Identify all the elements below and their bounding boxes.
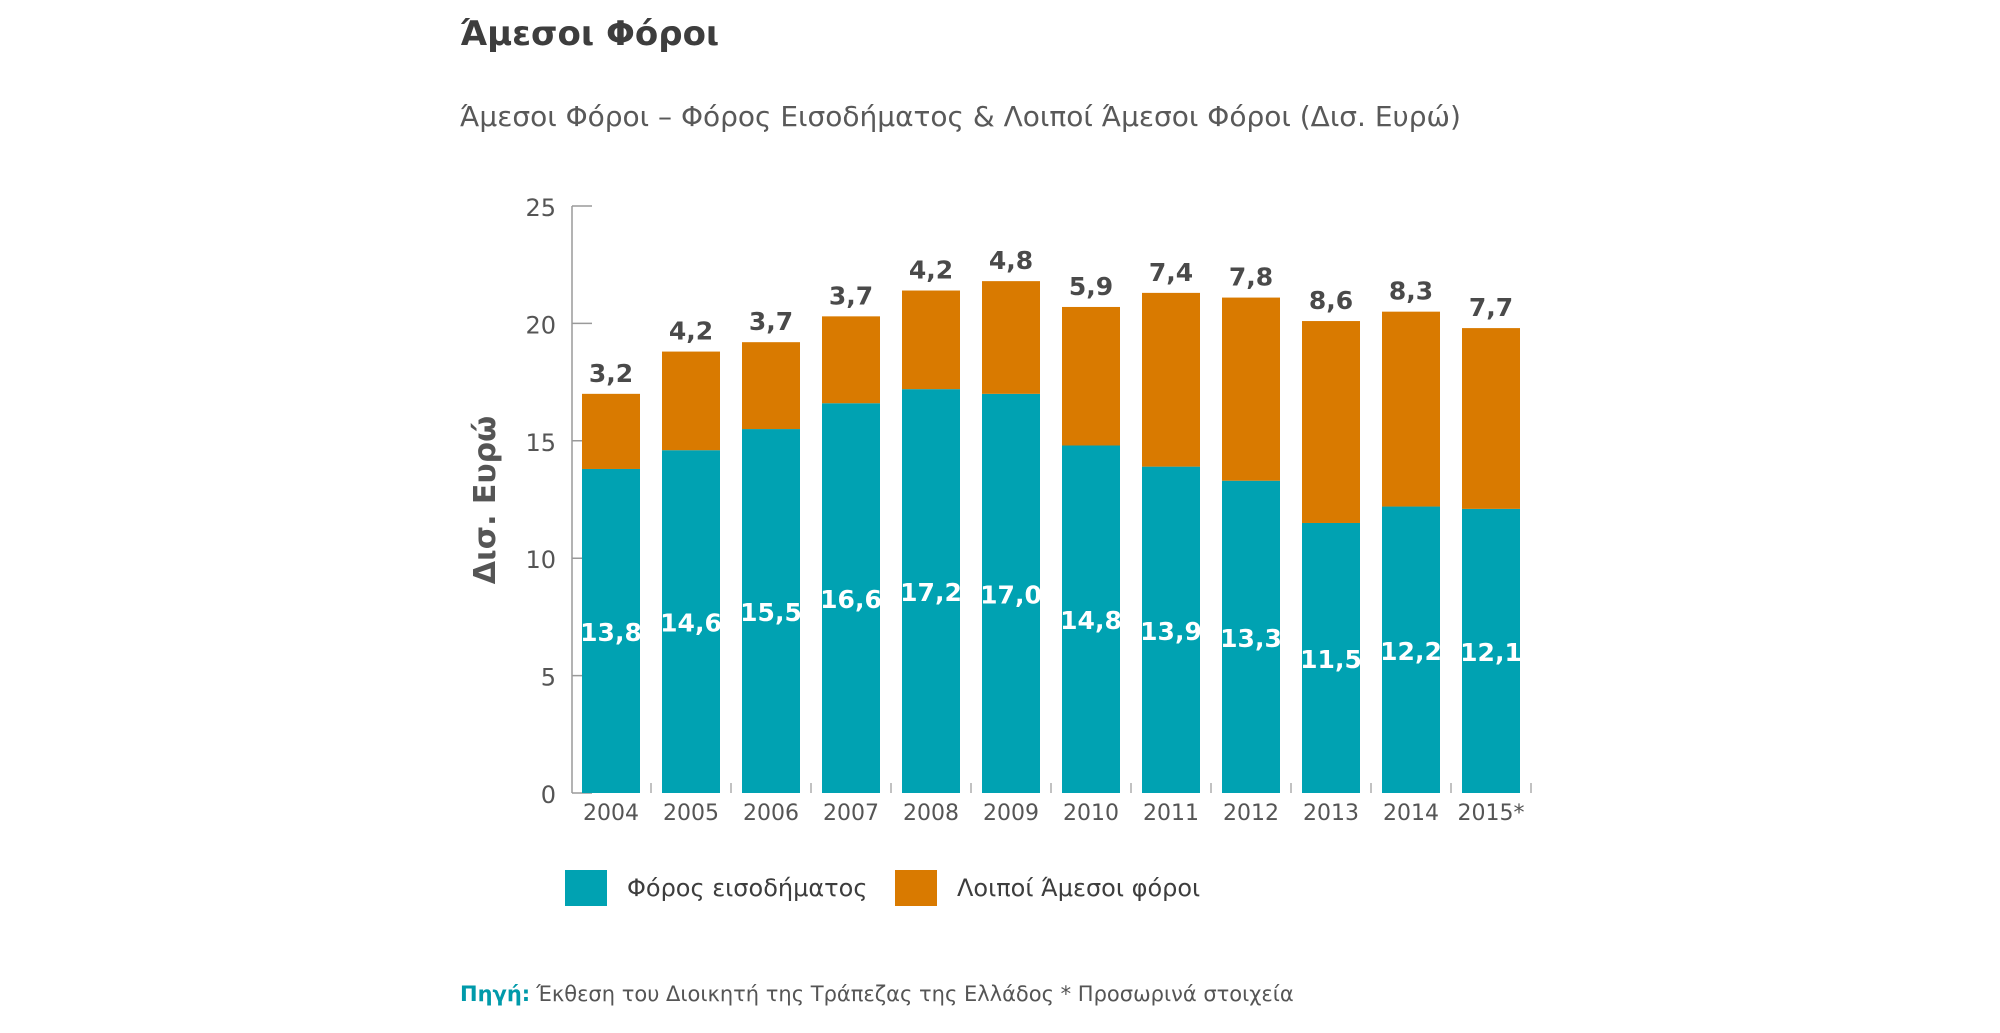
data-label-other: 8,3: [1389, 277, 1433, 306]
source-label: Πηγή:: [460, 982, 531, 1006]
x-tick-label: 2005: [663, 801, 719, 826]
data-label-income: 13,8: [580, 618, 642, 647]
source-text: Έκθεση του Διοικητή της Τράπεζας της Ελλ…: [536, 982, 1294, 1006]
data-label-income: 13,3: [1220, 624, 1282, 653]
x-tick-label: 2009: [983, 801, 1039, 826]
bar-other: [1302, 321, 1360, 523]
data-label-other: 5,9: [1069, 272, 1113, 301]
data-label-income: 14,6: [660, 609, 722, 638]
data-label-income: 17,0: [980, 580, 1042, 609]
x-tick-label: 2011: [1143, 801, 1199, 826]
bar-other: [742, 342, 800, 430]
legend-swatch-income: [565, 870, 607, 906]
bar-other: [582, 393, 640, 469]
bar-income: [1382, 506, 1440, 793]
bar-income: [1462, 508, 1520, 793]
data-label-income: 11,5: [1300, 645, 1362, 674]
x-tick-label: 2013: [1303, 801, 1359, 826]
data-label-income: 12,2: [1380, 637, 1442, 666]
data-label-other: 7,7: [1469, 293, 1513, 322]
legend-label-other: Λοιποί Άμεσοι φόροι: [957, 874, 1201, 902]
bar-income: [742, 429, 800, 793]
bar-income: [662, 450, 720, 793]
data-label-other: 3,7: [749, 307, 793, 336]
legend-item-other: Λοιποί Άμεσοι φόροι: [895, 870, 1200, 906]
y-tick-label: 0: [541, 781, 556, 809]
x-tick-label: 2014: [1383, 801, 1439, 826]
data-label-other: 8,6: [1309, 286, 1353, 315]
data-label-income: 12,1: [1460, 638, 1522, 667]
y-tick-label: 15: [525, 429, 556, 457]
bar-income: [1222, 480, 1280, 793]
y-tick-label: 5: [541, 664, 556, 692]
page-title: Άμεσοι Φόροι: [460, 14, 720, 54]
bar-other: [902, 290, 960, 390]
source-note: Πηγή: Έκθεση του Διοικητή της Τράπεζας τη…: [460, 982, 1294, 1006]
bar-income: [982, 393, 1040, 793]
x-tick-label: 2006: [743, 801, 799, 826]
data-label-other: 4,8: [989, 246, 1033, 275]
data-label-other: 7,8: [1229, 263, 1273, 292]
data-label-other: 7,4: [1149, 258, 1193, 287]
data-label-income: 14,8: [1060, 606, 1122, 635]
bar-other: [1222, 297, 1280, 481]
bar-other: [1382, 311, 1440, 507]
legend-swatch-other: [895, 870, 937, 906]
x-tick-label: 2012: [1223, 801, 1279, 826]
y-axis-label: Δισ. Ευρώ: [468, 416, 503, 584]
y-tick-label: 20: [525, 311, 556, 339]
legend-label-income: Φόρος εισοδήματος: [627, 874, 868, 902]
bar-other: [982, 281, 1040, 394]
x-tick-label: 2008: [903, 801, 959, 826]
data-label-other: 4,2: [669, 317, 713, 346]
bar-other: [1142, 292, 1200, 467]
bar-income: [902, 389, 960, 793]
data-label-other: 3,2: [589, 359, 633, 388]
data-label-income: 17,2: [900, 578, 962, 607]
data-label-other: 4,2: [909, 256, 953, 285]
bar-other: [662, 351, 720, 451]
y-tick-label: 10: [525, 546, 556, 574]
bar-other: [1062, 306, 1120, 446]
x-tick-label: 2007: [823, 801, 879, 826]
data-label-income: 16,6: [820, 585, 882, 614]
bar-income: [822, 403, 880, 793]
bar-other: [1462, 328, 1520, 509]
bar-income: [1062, 445, 1120, 793]
data-label-income: 15,5: [740, 598, 802, 627]
data-label-other: 3,7: [829, 281, 873, 310]
bar-income: [582, 468, 640, 793]
bar-other: [822, 316, 880, 404]
data-label-income: 13,9: [1140, 617, 1202, 646]
chart-subtitle: Άμεσοι Φόροι – Φόρος Εισοδήματος & Λοιπο…: [460, 100, 1461, 133]
x-tick-label: 2015*: [1458, 801, 1525, 826]
bar-income: [1142, 466, 1200, 793]
bar-income: [1302, 522, 1360, 793]
x-tick-label: 2010: [1063, 801, 1119, 826]
y-tick-label: 25: [525, 194, 556, 222]
legend-item-income: Φόρος εισοδήματος: [565, 870, 867, 906]
x-tick-label: 2004: [583, 801, 639, 826]
